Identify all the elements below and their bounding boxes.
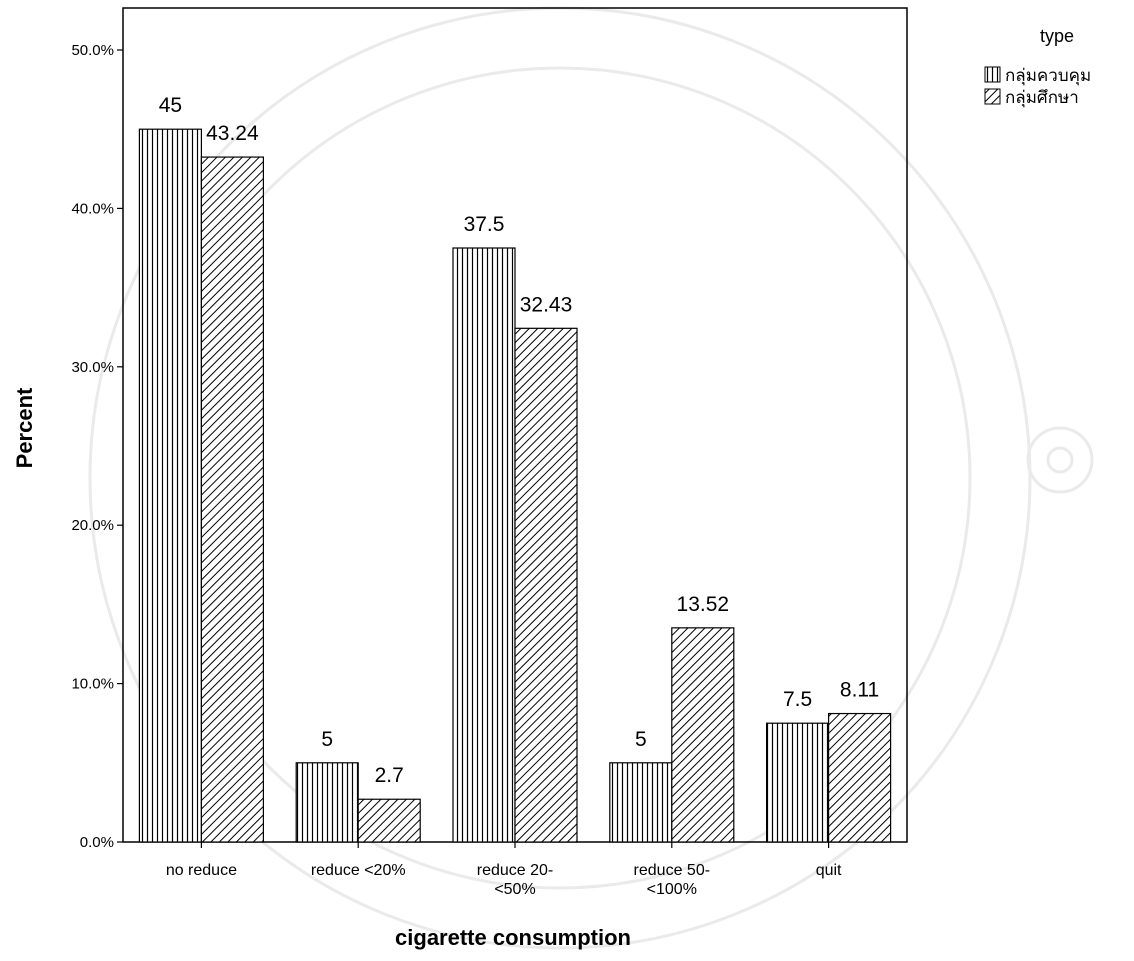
legend: type กลุ่มควบคุม กลุ่มศึกษา bbox=[984, 26, 1091, 108]
data-label: 45 bbox=[159, 94, 182, 117]
bar-1 bbox=[295, 762, 359, 843]
legend-label-series-2: กลุ่มศึกษา bbox=[1005, 88, 1079, 108]
data-label: 13.52 bbox=[677, 593, 730, 616]
legend-swatch-diagonal-icon bbox=[984, 88, 1001, 105]
legend-item-series-1: กลุ่มควบคุม bbox=[984, 66, 1091, 86]
legend-label-series-1: กลุ่มควบคุม bbox=[1005, 66, 1091, 86]
data-label: 2.7 bbox=[375, 764, 404, 787]
data-label: 5 bbox=[635, 728, 647, 751]
legend-item-series-2: กลุ่มศึกษา bbox=[984, 88, 1079, 108]
bar-2 bbox=[357, 798, 421, 843]
x-category-label: <50% bbox=[494, 881, 535, 898]
x-category-label: reduce 20- bbox=[477, 862, 554, 879]
x-axis-title: cigarette consumption bbox=[395, 925, 631, 950]
y-tick-label: 10.0% bbox=[71, 676, 114, 693]
bar-2 bbox=[671, 627, 735, 843]
data-label: 5 bbox=[321, 728, 333, 751]
x-category-label: reduce 50- bbox=[634, 862, 711, 879]
x-category-label: reduce <20% bbox=[311, 862, 406, 879]
bar-1 bbox=[765, 722, 830, 843]
legend-swatch-vertical-icon bbox=[984, 66, 1001, 83]
bar-1 bbox=[452, 247, 516, 843]
bar-1 bbox=[138, 128, 202, 843]
data-label: 43.24 bbox=[206, 122, 259, 145]
y-tick-label: 40.0% bbox=[71, 200, 114, 217]
bar-2 bbox=[827, 712, 892, 843]
bar-1 bbox=[609, 762, 673, 843]
y-tick-label: 50.0% bbox=[71, 42, 114, 59]
bar-2 bbox=[200, 156, 264, 843]
y-tick-label: 0.0% bbox=[80, 834, 114, 851]
plot-area: 0.0% 10.0% 20.0% 30.0% 40.0% 50.0% 45 43.24 no r… bbox=[71, 7, 908, 898]
y-axis-title: Percent bbox=[12, 387, 37, 468]
data-label: 8.11 bbox=[840, 679, 879, 702]
x-category-label: <100% bbox=[647, 881, 697, 898]
x-category-label: no reduce bbox=[166, 862, 237, 879]
data-label: 32.43 bbox=[520, 293, 573, 316]
y-tick-label: 30.0% bbox=[71, 359, 114, 376]
legend-title: type bbox=[1040, 26, 1074, 46]
x-category-label: quit bbox=[816, 862, 842, 879]
bar-2 bbox=[514, 327, 578, 843]
data-label: 37.5 bbox=[464, 213, 505, 236]
data-label: 7.5 bbox=[783, 688, 812, 711]
y-tick-label: 20.0% bbox=[71, 517, 114, 534]
